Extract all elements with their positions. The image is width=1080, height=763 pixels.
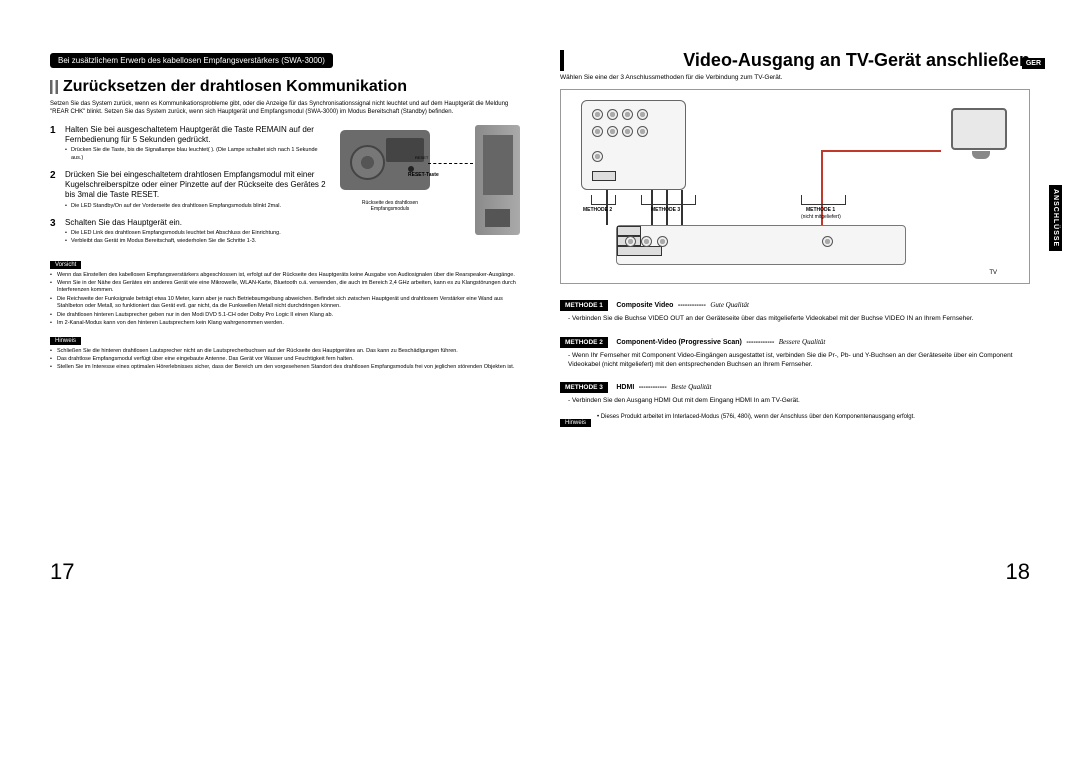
method-tag: METHODE 3 [560,382,608,393]
cable-icon [821,150,941,152]
methode2-label: METHODE 2 [583,207,612,213]
tv-label: TV [989,270,997,276]
tv-back-panel-icon [616,225,906,265]
note-item: Die drahtlosen hinteren Lautsprecher geb… [50,312,520,319]
method-dots: ------------ [746,339,774,346]
section-tab: ANSCHLÜSSE [1049,185,1062,251]
jack-icon [592,151,603,162]
connection-diagram: METHODE 2 METHODE 3 METHODE 1 (nicht mit… [560,89,1030,284]
method-1: METHODE 1 Composite Video ------------ G… [560,294,1030,324]
language-badge: GER [1022,58,1045,69]
method-tag: METHODE 1 [560,300,608,311]
note-item: Die Reichweite der Funksignale beträgt e… [50,296,520,311]
page-18: GER ANSCHLÜSSE Video-Ausgang an TV-Gerät… [540,50,1040,560]
page-number: 18 [1006,559,1030,585]
jack-icon [607,109,618,120]
jack-icon [592,109,603,120]
step-number: 2 [50,170,56,181]
page-title: Video-Ausgang an TV-Gerät anschließen [560,50,1030,71]
steps-column: 1 Halten Sie bei ausgeschaltetem Hauptge… [50,125,330,253]
page-number: 17 [50,559,74,585]
hdmi-port-icon [592,171,616,181]
jack-icon [607,126,618,137]
method-title: Composite Video [616,302,673,309]
jack-icon [622,126,633,137]
method-text: - Verbinden Sie den Ausgang HDMI Out mit… [560,397,1030,406]
section-heading: Zurücksetzen der drahtlosen Kommunikatio… [50,78,520,96]
methode1-label: METHODE 1 [806,207,835,213]
jack-icon [637,126,648,137]
note-item: Stellen Sie im Interesse eines optimalen… [50,364,520,371]
heading-text: Zurücksetzen der drahtlosen Kommunikatio… [63,78,407,96]
reset-taste-label: RESET-Taste [408,172,439,178]
method-text: - Wenn Ihr Fernseher mit Component Video… [560,352,1030,370]
step-title: Drücken Sie bei eingeschaltetem drahtlos… [65,170,330,201]
method-title: Component-Video (Progressive Scan) [616,339,742,346]
method-quality: Gute Qualität [710,301,749,309]
step-bullet: Drücken Sie die Taste, bis die Signallam… [65,147,330,161]
method-3: METHODE 3 HDMI ------------ Beste Qualit… [560,376,1030,406]
step-bullet: Die LED Standby/On auf der Vorderseite d… [65,203,330,210]
jack-icon [622,109,633,120]
vorsicht-tag: Vorsicht [50,261,81,269]
step-title: Schalten Sie das Hauptgerät ein. [65,218,330,228]
step-3: 3 Schalten Sie das Hauptgerät ein. Die L… [50,218,330,245]
dashed-arrow-icon [428,163,473,164]
step-1: 1 Halten Sie bei ausgeschaltetem Hauptge… [50,125,330,162]
jack-icon [637,109,648,120]
page-17: Bei zusätzlichem Erwerb des kabellosen E… [40,50,540,560]
methode1-sublabel: (nicht mitgeliefert) [801,214,841,220]
hinweis-row: Hinweis • Dieses Produkt arbeitet im Int… [560,413,1030,430]
bracket-icon [641,195,696,205]
fan-icon [350,145,385,180]
amplifier-back-icon [340,130,430,190]
method-title: HDMI [616,384,634,391]
step-2: 2 Drücken Sie bei eingeschaltetem drahtl… [50,170,330,210]
method-dots: ------------ [678,302,706,309]
methode3-label: METHODE 3 [651,207,680,213]
method-dots: ------------ [639,384,667,391]
note-item: Das drahtlose Empfangsmodul verfügt über… [50,356,520,363]
tv-monitor-icon [951,108,1011,163]
note-item: Wenn das Einstellen des kabellosen Empfa… [50,272,520,279]
unit-back-icon [581,100,686,190]
reset-tiny-label: RESET [415,155,428,160]
hinweis-text: • Dieses Produkt arbeitet im Interlaced-… [597,413,915,430]
method-text: - Verbinden Sie die Buchse VIDEO OUT an … [560,315,1030,324]
intro-text: Setzen Sie das System zurück, wenn es Ko… [50,101,520,117]
note-item: Im 2-Kanal-Modus kann von den hinteren L… [50,320,520,327]
hinweis-tag: Hinweis [50,337,81,345]
figure-reset: RESET RESET-Taste Rückseite des drahtlos… [340,125,520,240]
main-unit-icon [475,125,520,235]
note-item: Wenn Sie in der Nähe des Gerätes ein and… [50,280,520,295]
method-tag: METHODE 2 [560,337,608,348]
step-number: 1 [50,125,56,136]
step-bullet: Die LED Link des drahtlosen Empfangsmodu… [65,230,330,237]
banner: Bei zusätzlichem Erwerb des kabellosen E… [50,53,333,68]
method-2: METHODE 2 Component-Video (Progressive S… [560,331,1030,370]
heading-bars-icon [50,80,58,94]
method-quality: Bessere Qualität [779,338,826,346]
vorsicht-list: Wenn das Einstellen des kabellosen Empfa… [50,272,520,328]
hinweis-tag: Hinweis [560,419,591,427]
step-bullet: Verbleibt das Gerät im Modus Bereitschaf… [65,238,330,245]
method-quality: Beste Qualität [671,383,711,391]
bracket-icon [591,195,616,205]
step-title: Halten Sie bei ausgeschaltetem Hauptgerä… [65,125,330,146]
note-item: Schließen Sie die hinteren drahtlosen La… [50,348,520,355]
hinweis-list: Schließen Sie die hinteren drahtlosen La… [50,348,520,372]
figure-caption: Rückseite des drahtlosen Empfangsmoduls [350,200,430,212]
page-subtitle: Wählen Sie eine der 3 Anschlussmethoden … [560,74,1030,81]
bracket-icon [801,195,846,205]
step-number: 3 [50,218,56,229]
jack-icon [592,126,603,137]
